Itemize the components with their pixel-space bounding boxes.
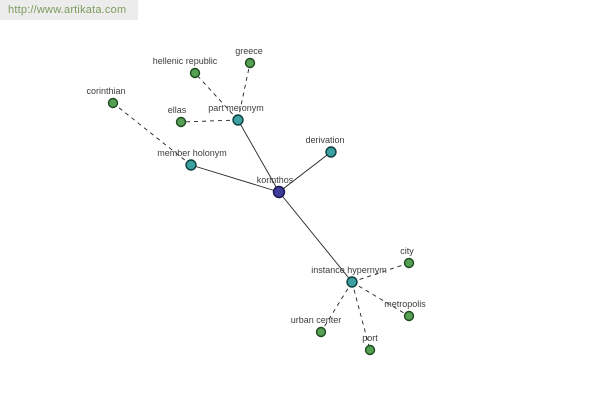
- node-label-port: port: [362, 333, 378, 343]
- node-hellenic-republic[interactable]: [189, 67, 201, 79]
- node-port[interactable]: [364, 344, 376, 356]
- node-label-member-holonym: member holonym: [157, 148, 227, 158]
- node-label-hellenic-republic: hellenic republic: [153, 56, 218, 66]
- node-label-urban-center: urban center: [291, 315, 342, 325]
- edge-part-meronym-hellenic-republic: [194, 72, 239, 121]
- node-label-metropolis: metropolis: [384, 299, 426, 309]
- node-instance-hypernym[interactable]: [346, 276, 358, 288]
- edge-member-holonym-corinthian: [112, 102, 192, 166]
- node-label-greece: greece: [235, 46, 263, 56]
- edge-korinthos-instance-hypernym: [278, 191, 353, 283]
- node-label-city: city: [400, 246, 414, 256]
- node-label-corinthian: corinthian: [86, 86, 125, 96]
- node-city[interactable]: [403, 257, 415, 269]
- watermark-url: http://www.artikata.com: [8, 4, 127, 16]
- node-label-ellas: ellas: [168, 105, 187, 115]
- edge-korinthos-member-holonym: [190, 164, 280, 193]
- edge-part-meronym-greece: [237, 62, 251, 121]
- edge-instance-hypernym-metropolis: [351, 281, 410, 317]
- edge-part-meronym-ellas: [180, 119, 239, 123]
- edge-korinthos-part-meronym: [237, 119, 280, 193]
- node-part-meronym[interactable]: [232, 114, 244, 126]
- node-derivation[interactable]: [325, 146, 337, 158]
- node-label-korinthos: korinthos: [257, 175, 294, 185]
- edge-instance-hypernym-city: [351, 262, 410, 283]
- node-member-holonym[interactable]: [185, 159, 197, 171]
- node-ellas[interactable]: [175, 116, 187, 128]
- node-urban-center[interactable]: [315, 326, 327, 338]
- edge-korinthos-derivation: [278, 151, 332, 193]
- node-label-part-meronym: part meronym: [208, 103, 264, 113]
- edge-instance-hypernym-urban-center: [320, 281, 353, 333]
- node-label-derivation: derivation: [305, 135, 344, 145]
- node-corinthian[interactable]: [107, 97, 119, 109]
- node-label-instance-hypernym: instance hypernym: [311, 265, 387, 275]
- edge-instance-hypernym-port: [351, 281, 371, 351]
- node-greece[interactable]: [244, 57, 256, 69]
- watermark: http://www.artikata.com: [0, 0, 138, 20]
- node-korinthos[interactable]: [272, 185, 286, 199]
- node-metropolis[interactable]: [403, 310, 415, 322]
